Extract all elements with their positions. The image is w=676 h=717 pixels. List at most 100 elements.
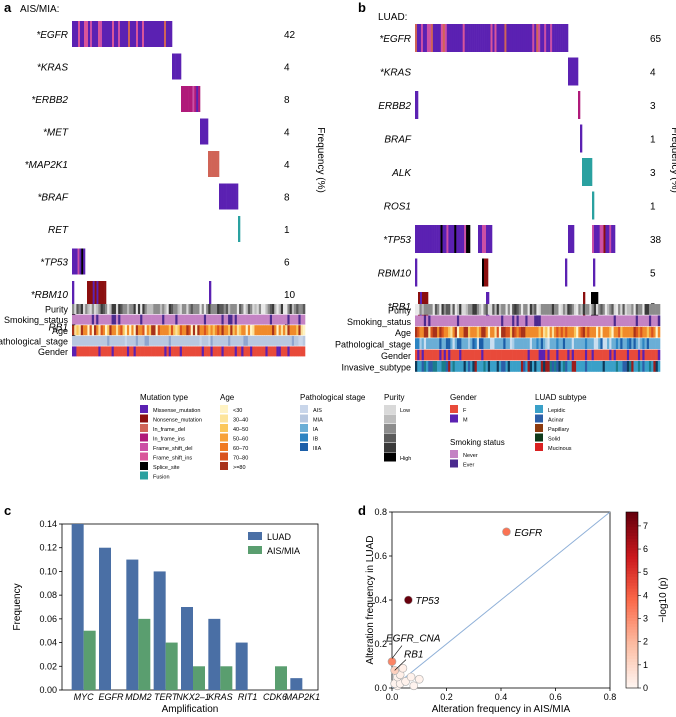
annotation-cell bbox=[276, 346, 279, 357]
annotation-cell bbox=[144, 335, 148, 346]
mutation-cell bbox=[570, 225, 573, 253]
mutation-cell bbox=[486, 24, 489, 52]
annotation-cell bbox=[201, 314, 205, 325]
mutation-cell bbox=[82, 21, 85, 47]
annotation-cell bbox=[144, 304, 148, 314]
mutation-cell bbox=[444, 24, 448, 52]
annotation-cell bbox=[448, 304, 451, 315]
annotation-cell bbox=[239, 314, 242, 325]
annotation-cell bbox=[527, 349, 531, 361]
gene-label: ROS1 bbox=[384, 202, 411, 213]
annotation-cell bbox=[263, 335, 266, 346]
annotation-cell bbox=[629, 315, 632, 327]
annotation-cell bbox=[476, 349, 480, 361]
annotation-cell bbox=[419, 304, 422, 315]
mutation-cell bbox=[593, 225, 597, 253]
annotation-cell bbox=[177, 325, 181, 336]
annotation-cell bbox=[285, 335, 288, 346]
annotation-cell bbox=[549, 338, 553, 349]
mutation-cell bbox=[460, 24, 463, 52]
annotation-cell bbox=[258, 304, 262, 314]
y-tick-label: 0.8 bbox=[374, 507, 387, 517]
annotation-cell bbox=[190, 314, 194, 325]
annotation-cell bbox=[243, 314, 246, 325]
annotation-cell bbox=[298, 304, 301, 314]
gene-label: *EGFR bbox=[379, 34, 411, 45]
annotation-cell bbox=[210, 335, 213, 346]
mutation-type-swatch bbox=[140, 443, 148, 451]
annotation-cell bbox=[538, 338, 542, 349]
annotation-cell bbox=[554, 315, 557, 327]
annotation-cell bbox=[252, 314, 255, 325]
annotation-cell bbox=[589, 304, 592, 315]
annotation-cell bbox=[80, 325, 84, 336]
luad-subtype-item: Lepidic bbox=[548, 408, 566, 414]
mutation-cell bbox=[74, 21, 77, 47]
stage-item: MIA bbox=[313, 418, 323, 424]
annotation-cell bbox=[640, 349, 643, 361]
annotation-cell bbox=[179, 304, 183, 314]
annotation-cell bbox=[421, 338, 425, 349]
annotation-cell bbox=[591, 361, 595, 372]
panel-a-frequency-label: Frequency (%) bbox=[315, 127, 326, 193]
mutation-cell bbox=[484, 225, 487, 253]
gene-frequency: 3 bbox=[650, 168, 656, 179]
annotation-cell bbox=[481, 338, 484, 349]
annotation-cell bbox=[450, 349, 453, 361]
annotation-cell bbox=[651, 349, 654, 361]
annotation-cell bbox=[509, 326, 513, 338]
annotation-cell bbox=[157, 325, 161, 336]
gene-frequency: 8 bbox=[284, 193, 290, 204]
annotation-cell bbox=[419, 315, 422, 327]
annotation-cell bbox=[423, 349, 427, 361]
mutation-cell bbox=[90, 281, 93, 307]
mutation-cell bbox=[462, 24, 465, 52]
annotation-cell bbox=[556, 304, 559, 315]
annotation-cell bbox=[556, 315, 559, 327]
mutation-cell bbox=[438, 24, 442, 52]
annotation-cell bbox=[80, 335, 84, 346]
annotation-cell bbox=[155, 325, 159, 336]
annotation-cell bbox=[494, 326, 497, 338]
annotation-cell bbox=[250, 314, 253, 325]
mutation-cell bbox=[438, 225, 441, 253]
mutation-type-item: Splice_site bbox=[153, 465, 180, 471]
annotation-cell bbox=[509, 304, 513, 315]
annotation-cell bbox=[481, 349, 484, 361]
annotation-cell bbox=[289, 314, 293, 325]
annotation-cell bbox=[148, 314, 152, 325]
mutation-type-item: Frame_shift_ins bbox=[153, 456, 192, 462]
annotation-cell bbox=[642, 338, 645, 349]
mutation-cell bbox=[524, 24, 527, 52]
annotation-cell bbox=[432, 349, 436, 361]
annotation-cell bbox=[595, 361, 599, 372]
annotation-cell bbox=[148, 346, 152, 357]
mutation-cell bbox=[486, 258, 489, 287]
annotation-cell bbox=[115, 346, 119, 357]
annotation-cell bbox=[587, 326, 590, 338]
annotation-cell bbox=[556, 361, 559, 372]
mutation-cell bbox=[607, 225, 610, 253]
annotation-cell bbox=[474, 349, 478, 361]
annotation-cell bbox=[512, 338, 515, 349]
annotation-cell bbox=[538, 315, 542, 327]
annotation-cell bbox=[558, 338, 561, 349]
annotation-cell bbox=[571, 315, 575, 327]
annotation-cell bbox=[626, 315, 630, 327]
annotation-cell bbox=[646, 315, 650, 327]
annotation-cell bbox=[221, 304, 224, 314]
annotation-cell bbox=[300, 314, 304, 325]
annotation-cell bbox=[496, 361, 500, 372]
mutation-cell bbox=[418, 225, 422, 253]
annotation-cell bbox=[543, 304, 546, 315]
annotation-cell bbox=[175, 304, 178, 314]
panel-b-frequency-label: Frequency (%) bbox=[669, 127, 676, 193]
mutation-cell bbox=[458, 24, 461, 52]
mutation-cell bbox=[136, 21, 139, 47]
mutation-cell bbox=[160, 21, 163, 47]
annotation-cell bbox=[162, 335, 165, 346]
mutation-cell bbox=[526, 24, 529, 52]
annotation-cell bbox=[441, 304, 444, 315]
annotation-cell bbox=[228, 304, 231, 314]
annotation-cell bbox=[525, 315, 528, 327]
